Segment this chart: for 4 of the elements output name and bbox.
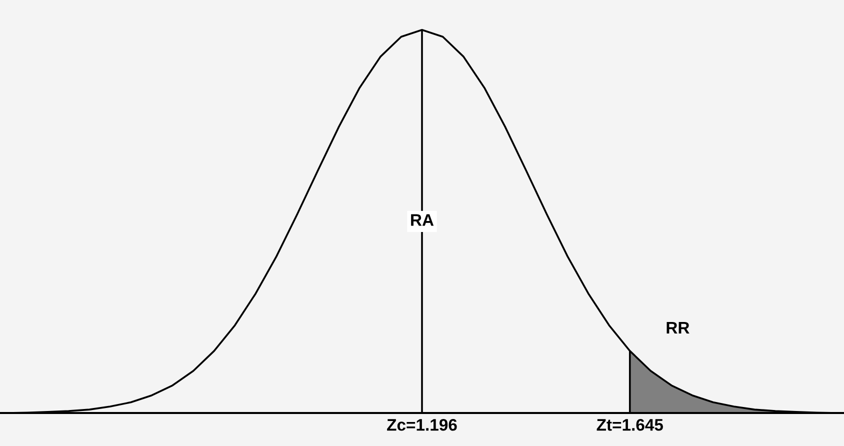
text: RR bbox=[666, 322, 690, 334]
annotation: RA bbox=[411, 214, 434, 226]
text: Zc=1.196 bbox=[387, 418, 457, 431]
text: Zt=1.645 bbox=[596, 418, 664, 431]
